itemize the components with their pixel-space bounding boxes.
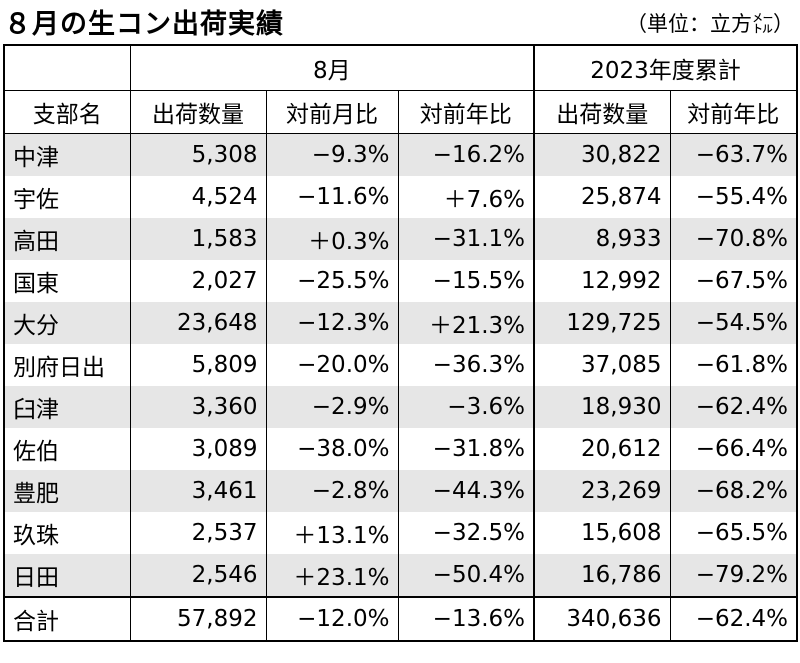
branch-name-cell: 別府日出 (3, 344, 131, 386)
cum-yoy-cell: −55.4% (669, 176, 798, 218)
total-row: 合計 57,892 −12.0% −13.6% 340,636 −62.4% (3, 596, 798, 642)
total-cum-yoy-cell: −62.4% (669, 596, 798, 642)
cum-yoy-cell: −67.5% (669, 260, 798, 302)
col-header-month-mom: 対前月比 (265, 90, 399, 134)
cum-qty-cell: 12,992 (533, 260, 671, 302)
cum-qty-cell: 129,725 (533, 302, 671, 344)
month-yoy-cell: ＋21.3% (397, 302, 535, 344)
group-header-cumulative: 2023年度累計 (533, 44, 798, 91)
col-header-month-qty: 出荷数量 (129, 90, 267, 134)
table-row: 中津 5,308 −9.3% −16.2% 30,822 −63.7% (3, 133, 798, 176)
branch-name-cell: 臼津 (3, 386, 131, 428)
cum-yoy-cell: −62.4% (669, 386, 798, 428)
col-header-branch: 支部名 (3, 90, 131, 134)
cum-qty-cell: 30,822 (533, 133, 671, 176)
branch-name-cell: 玖珠 (3, 512, 131, 554)
branch-name-cell: 高田 (3, 218, 131, 260)
cum-yoy-cell: −65.5% (669, 512, 798, 554)
branch-name-cell: 日田 (3, 554, 131, 597)
month-mom-cell: −38.0% (265, 428, 399, 470)
month-mom-cell: −20.0% (265, 344, 399, 386)
table-row: 佐伯 3,089 −38.0% −31.8% 20,612 −66.4% (3, 428, 798, 470)
cum-qty-cell: 8,933 (533, 218, 671, 260)
month-qty-cell: 2,537 (129, 512, 267, 554)
col-header-cum-qty: 出荷数量 (533, 90, 671, 134)
total-cum-qty-cell: 340,636 (533, 596, 671, 642)
table-row: 高田 1,583 ＋0.3% −31.1% 8,933 −70.8% (3, 218, 798, 260)
month-qty-cell: 3,461 (129, 470, 267, 512)
header-corner (3, 44, 131, 91)
branch-name-cell: 大分 (3, 302, 131, 344)
table-row: 国東 2,027 −25.5% −15.5% 12,992 −67.5% (3, 260, 798, 302)
month-qty-cell: 4,524 (129, 176, 267, 218)
month-yoy-cell: −36.3% (397, 344, 535, 386)
table-row: 宇佐 4,524 −11.6% ＋7.6% 25,874 −55.4% (3, 176, 798, 218)
shipment-table: 8月 2023年度累計 支部名 出荷数量 対前月比 対前年比 出荷数量 対前年比… (3, 44, 799, 642)
cum-yoy-cell: −61.8% (669, 344, 798, 386)
month-mom-cell: −2.9% (265, 386, 399, 428)
branch-name-cell: 佐伯 (3, 428, 131, 470)
cum-qty-cell: 37,085 (533, 344, 671, 386)
total-month-mom-cell: −12.0% (265, 596, 399, 642)
month-mom-cell: ＋13.1% (265, 512, 399, 554)
month-yoy-cell: −50.4% (397, 554, 535, 597)
month-yoy-cell: −3.6% (397, 386, 535, 428)
total-branch-name-cell: 合計 (3, 596, 131, 642)
month-qty-cell: 5,308 (129, 133, 267, 176)
cum-yoy-cell: −54.5% (669, 302, 798, 344)
unit-label: （単位：立方㍍） (626, 12, 794, 36)
month-mom-cell: −2.8% (265, 470, 399, 512)
month-yoy-cell: −31.1% (397, 218, 535, 260)
col-header-month-yoy: 対前年比 (397, 90, 535, 134)
month-mom-cell: ＋0.3% (265, 218, 399, 260)
cum-qty-cell: 23,269 (533, 470, 671, 512)
month-qty-cell: 23,648 (129, 302, 267, 344)
cum-qty-cell: 15,608 (533, 512, 671, 554)
cum-yoy-cell: −66.4% (669, 428, 798, 470)
month-yoy-cell: −31.8% (397, 428, 535, 470)
cum-yoy-cell: −68.2% (669, 470, 798, 512)
table-row: 大分 23,648 −12.3% ＋21.3% 129,725 −54.5% (3, 302, 798, 344)
month-qty-cell: 5,809 (129, 344, 267, 386)
table-row: 別府日出 5,809 −20.0% −36.3% 37,085 −61.8% (3, 344, 798, 386)
month-mom-cell: ＋23.1% (265, 554, 399, 597)
cum-yoy-cell: −70.8% (669, 218, 798, 260)
cum-qty-cell: 20,612 (533, 428, 671, 470)
month-qty-cell: 3,089 (129, 428, 267, 470)
cum-qty-cell: 25,874 (533, 176, 671, 218)
cum-qty-cell: 18,930 (533, 386, 671, 428)
table-row: 日田 2,546 ＋23.1% −50.4% 16,786 −79.2% (3, 554, 798, 597)
month-yoy-cell: −15.5% (397, 260, 535, 302)
cum-yoy-cell: −63.7% (669, 133, 798, 176)
total-month-qty-cell: 57,892 (129, 596, 267, 642)
month-mom-cell: −25.5% (265, 260, 399, 302)
table-row: 臼津 3,360 −2.9% −3.6% 18,930 −62.4% (3, 386, 798, 428)
branch-name-cell: 国東 (3, 260, 131, 302)
total-month-yoy-cell: −13.6% (397, 596, 535, 642)
month-yoy-cell: ＋7.6% (397, 176, 535, 218)
branch-name-cell: 中津 (3, 133, 131, 176)
month-mom-cell: −9.3% (265, 133, 399, 176)
table-row: 玖珠 2,537 ＋13.1% −32.5% 15,608 −65.5% (3, 512, 798, 554)
page-title: ８月の生コン出荷実績 (4, 9, 284, 40)
branch-name-cell: 豊肥 (3, 470, 131, 512)
month-yoy-cell: −32.5% (397, 512, 535, 554)
month-yoy-cell: −16.2% (397, 133, 535, 176)
month-yoy-cell: −44.3% (397, 470, 535, 512)
month-qty-cell: 2,027 (129, 260, 267, 302)
table-row: 豊肥 3,461 −2.8% −44.3% 23,269 −68.2% (3, 470, 798, 512)
branch-name-cell: 宇佐 (3, 176, 131, 218)
month-qty-cell: 2,546 (129, 554, 267, 597)
cum-yoy-cell: −79.2% (669, 554, 798, 597)
month-mom-cell: −11.6% (265, 176, 399, 218)
col-header-cum-yoy: 対前年比 (669, 90, 798, 134)
cum-qty-cell: 16,786 (533, 554, 671, 597)
month-qty-cell: 1,583 (129, 218, 267, 260)
month-qty-cell: 3,360 (129, 386, 267, 428)
month-mom-cell: −12.3% (265, 302, 399, 344)
group-header-month: 8月 (129, 44, 535, 91)
